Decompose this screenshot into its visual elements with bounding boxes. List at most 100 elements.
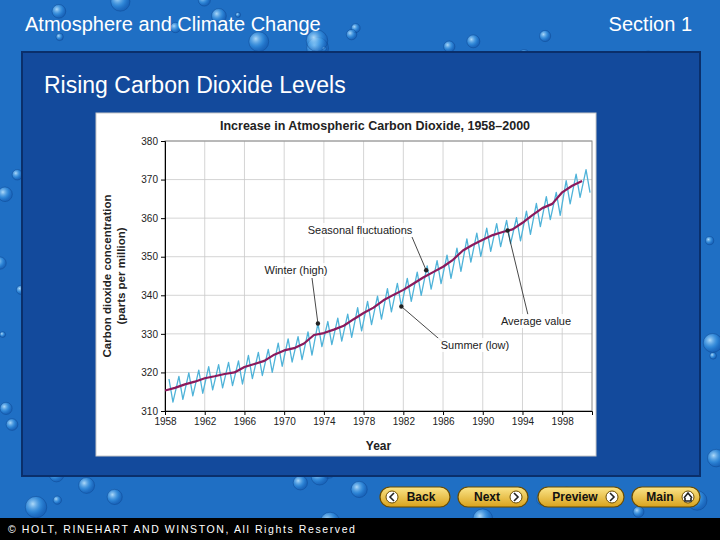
bubble <box>53 496 61 504</box>
bubble <box>467 35 480 48</box>
bubble <box>111 0 130 11</box>
y-tick-mark <box>161 218 165 219</box>
x-tick-mark <box>562 411 563 415</box>
x-tick: 1962 <box>194 411 217 427</box>
x-tick-label: 1966 <box>234 416 257 427</box>
series-line <box>165 181 582 390</box>
bubble <box>25 496 46 517</box>
annotation-bg <box>253 263 340 277</box>
x-tick-label: 1978 <box>353 416 376 427</box>
x-tick-mark <box>443 411 444 415</box>
y-tick-mark <box>161 372 165 373</box>
y-tick: 350 <box>141 251 165 262</box>
nav-button[interactable]: Next <box>458 487 528 507</box>
background <box>0 0 720 540</box>
bubbles <box>0 0 720 537</box>
bubble <box>706 237 714 245</box>
grid-line <box>165 295 592 296</box>
button-shape <box>458 487 528 507</box>
x-tick-mark <box>364 411 365 415</box>
bubble <box>633 506 644 517</box>
annotation-label: Average value <box>501 315 571 327</box>
y-tick: 330 <box>141 329 165 340</box>
nav-button[interactable]: Preview <box>538 487 624 507</box>
button-icon-bg <box>510 491 522 503</box>
x-tick: 1998 <box>552 411 575 427</box>
button-shape <box>632 487 700 507</box>
chart-card <box>96 113 596 456</box>
annotations: Seasonal fluctuationsWinter (high)Averag… <box>253 223 580 352</box>
x-tick-label: 1990 <box>472 416 495 427</box>
heading: Rising Carbon Dioxide Levels <box>44 72 346 98</box>
bubble <box>0 402 12 414</box>
y-tick-label: 360 <box>141 213 158 224</box>
x-tick: 1974 <box>313 411 336 427</box>
annotation-bg <box>493 314 580 328</box>
button-icon <box>684 493 692 501</box>
button-shape <box>380 487 450 507</box>
y-axis-line <box>161 142 166 412</box>
button-icon-bg <box>386 491 398 503</box>
y-tick-mark <box>161 180 165 181</box>
annotation-point <box>399 304 403 308</box>
button-label: Preview <box>552 490 598 504</box>
button-shape <box>538 487 624 507</box>
x-tick: 1986 <box>432 411 455 427</box>
bubble <box>351 481 367 497</box>
grid-line <box>522 141 523 411</box>
y-tick-mark <box>161 141 165 142</box>
nav-button[interactable]: Main <box>632 487 700 507</box>
y-tick-label: 310 <box>141 406 158 417</box>
annotation-leader <box>412 237 426 270</box>
nav-button[interactable]: Back <box>380 487 450 507</box>
y-tick-label: 320 <box>141 367 158 378</box>
x-axis-line <box>166 412 593 416</box>
bubble <box>6 419 18 431</box>
x-tick: 1966 <box>234 411 257 427</box>
annotation-bg <box>292 223 428 237</box>
y-tick-label: 350 <box>141 251 158 262</box>
bubble <box>346 29 356 39</box>
bubble <box>540 30 551 41</box>
annotation-point <box>316 321 320 325</box>
grid-line <box>165 256 592 257</box>
bubble <box>293 476 307 490</box>
y-tick-label: 330 <box>141 329 158 340</box>
x-tick-mark <box>403 411 404 415</box>
grid-line <box>403 141 404 411</box>
bubble <box>0 257 6 269</box>
footer: © HOLT, RINEHART AND WINSTON, All Rights… <box>8 523 357 535</box>
bubble <box>444 41 455 52</box>
bubble <box>710 352 717 359</box>
y-tick-mark <box>161 411 165 412</box>
y-tick: 310 <box>141 406 165 417</box>
bubble <box>79 477 95 493</box>
x-tick-label: 1962 <box>194 416 217 427</box>
x-tick: 1970 <box>274 411 297 427</box>
button-label: Main <box>646 490 673 504</box>
annotation-label: Winter (high) <box>265 264 328 276</box>
y-tick-label: 370 <box>141 174 158 185</box>
button-icon <box>514 493 518 501</box>
x-tick-label: 1982 <box>393 416 416 427</box>
x-tick-mark <box>205 411 206 415</box>
x-tick-label: 1998 <box>552 416 575 427</box>
y-tick: 380 <box>141 136 165 147</box>
bubble <box>0 187 12 202</box>
grid-line <box>204 141 205 411</box>
x-tick-mark <box>324 411 325 415</box>
button-label: Back <box>407 490 436 504</box>
bubble <box>703 334 720 353</box>
annotation-bg <box>435 338 515 352</box>
annotation-label: Summer (low) <box>441 339 509 351</box>
plot-frame <box>165 141 592 411</box>
grid-line <box>482 141 483 411</box>
header: Atmosphere and Climate Change <box>25 13 321 35</box>
grid-line <box>165 333 592 334</box>
x-tick-label: 1958 <box>154 416 177 427</box>
button-label: Next <box>474 490 500 504</box>
bubble <box>107 489 122 504</box>
grid-line <box>165 179 592 180</box>
button-icon-bg <box>606 491 618 503</box>
y-tick-mark <box>161 257 165 258</box>
